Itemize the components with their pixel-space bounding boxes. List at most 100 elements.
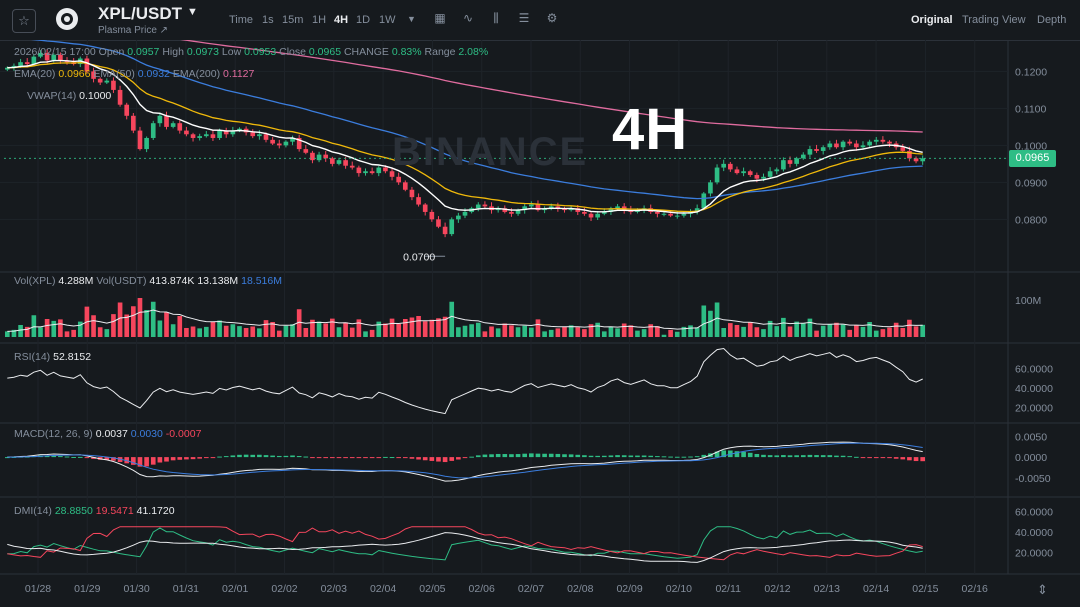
candle-body: [263, 134, 269, 140]
candle-body: [184, 130, 189, 135]
settings-sliders-icon[interactable]: ☰: [518, 11, 530, 25]
tab-1d[interactable]: 1D: [356, 14, 371, 26]
volume-bar: [383, 323, 388, 337]
macd-histogram-bar: [77, 456, 83, 458]
tab-4h[interactable]: 4H: [334, 14, 349, 26]
candle-body: [402, 182, 408, 190]
volume-bar: [714, 302, 720, 337]
close-value: 0.0965: [308, 46, 342, 58]
macd-histogram-bar: [343, 457, 348, 459]
candle-body: [575, 208, 581, 212]
macd-histogram-bar: [781, 455, 786, 458]
calendar-icon[interactable]: ▦: [434, 11, 446, 25]
volume-bar: [164, 312, 169, 337]
dmi-tick-label: 20.0000: [1015, 548, 1053, 560]
candle-body: [741, 171, 746, 174]
candle-body: [150, 123, 156, 138]
candle-body: [761, 176, 766, 179]
volume-bar: [44, 319, 50, 337]
candle-body: [38, 52, 43, 57]
view-tradingview[interactable]: Trading View: [962, 14, 1026, 26]
volume-bar: [296, 309, 302, 337]
date-tick-label: 01/29: [74, 583, 100, 595]
date-tick-label: 01/30: [123, 583, 149, 595]
dmi-pdi-value: 28.8850: [54, 505, 93, 517]
chart-type-icon[interactable]: ⫼: [493, 11, 499, 25]
candle-body: [97, 78, 103, 83]
macd-histogram-bar: [694, 456, 700, 458]
view-depth[interactable]: Depth: [1037, 14, 1067, 26]
macd-histogram-bar: [270, 455, 275, 458]
macd-histogram-bar: [794, 455, 799, 458]
price-chart[interactable]: 01/28 01/29 01/30 01/31 02/01 02/02 02/03 02/04…: [0, 40, 1080, 607]
volume-bar: [117, 302, 123, 337]
macd-histogram-bar: [416, 457, 421, 460]
macd-histogram-bar: [489, 454, 494, 458]
tab-time[interactable]: Time: [229, 14, 254, 26]
volume-bar: [781, 317, 786, 337]
volume-bar: [595, 322, 600, 337]
candle-body: [416, 197, 421, 205]
candle-body: [170, 123, 176, 127]
candle-body: [873, 139, 879, 142]
macd-histogram-bar: [873, 457, 879, 459]
candle-body: [276, 143, 282, 146]
candle-body: [847, 141, 853, 144]
gear-icon[interactable]: ⚙: [546, 11, 558, 25]
volume-bar: [535, 319, 541, 337]
volume-bar: [144, 310, 149, 337]
candle-body: [376, 167, 382, 174]
candle-body: [767, 171, 773, 177]
ema50-line: [31, 40, 923, 200]
candle-body: [834, 143, 839, 148]
volume-bar: [734, 325, 740, 337]
volume-bar: [436, 318, 441, 337]
candle-body: [900, 147, 906, 151]
volume-bar: [349, 327, 355, 337]
tab-1h[interactable]: 1H: [312, 14, 327, 26]
last-price-tag: 0.0965: [1009, 150, 1056, 167]
high-label: High: [162, 46, 184, 58]
tab-15m[interactable]: 15m: [282, 14, 304, 26]
macd-histogram-bar: [847, 456, 853, 458]
candle-body: [781, 160, 786, 170]
candle-body: [436, 219, 441, 227]
macd-histogram-bar: [601, 455, 607, 458]
volume-bar: [217, 320, 222, 337]
star-icon[interactable]: ☆: [12, 9, 36, 33]
volume-bar: [628, 325, 634, 337]
ema50-value: 0.0932: [137, 68, 170, 80]
more-timeframes-icon[interactable]: ▼: [407, 14, 416, 24]
volume-bar: [303, 328, 309, 337]
ohlc-legend: 2026/02/15 17:00 Open 0.0957 High 0.0973…: [14, 46, 488, 58]
macd-histogram-bar: [734, 451, 740, 458]
macd-histogram-bar: [389, 457, 395, 459]
ema-legend: EMA(20) 0.0966 EMA(50) 0.0932 EMA(200) 0…: [14, 68, 254, 80]
macd-histogram-bar: [774, 455, 780, 458]
indicators-icon[interactable]: ∿: [462, 11, 474, 25]
volume-bar: [741, 326, 746, 337]
volume-bar: [243, 328, 249, 337]
pair-subtitle[interactable]: Plasma Price ↗: [98, 25, 169, 36]
volume-bar: [197, 328, 202, 337]
macd-histogram-bar: [376, 457, 382, 459]
volume-bar: [502, 323, 508, 337]
tab-1s[interactable]: 1s: [262, 14, 274, 26]
dmi-adx-value: 41.1720: [136, 505, 175, 517]
macd-histogram-bar: [44, 455, 50, 458]
macd-histogram-bar: [621, 455, 627, 458]
macd-tick-label: 0.0000: [1015, 452, 1047, 464]
macd-histogram-bar: [243, 454, 249, 458]
expand-icon[interactable]: ⇕: [1037, 583, 1048, 598]
view-original[interactable]: Original: [911, 14, 953, 26]
volume-bar: [276, 330, 282, 337]
chevron-down-icon[interactable]: ▼: [187, 6, 198, 18]
candle-body: [383, 167, 388, 172]
candle-body: [601, 211, 607, 214]
volume-bar: [482, 331, 488, 337]
macd-histogram-bar: [529, 453, 534, 458]
volume-bar: [661, 334, 667, 337]
tab-1w[interactable]: 1W: [379, 14, 396, 26]
pair-title[interactable]: XPL/USDT: [98, 4, 183, 23]
candle-body: [330, 158, 335, 164]
